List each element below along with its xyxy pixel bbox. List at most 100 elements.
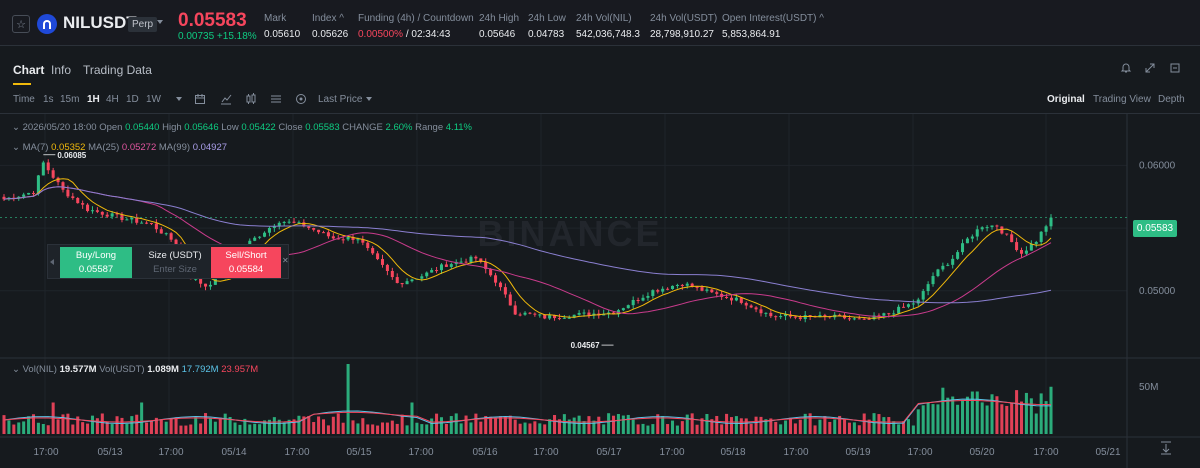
candle-body xyxy=(115,213,119,215)
volume-bar xyxy=(1019,401,1024,434)
candle-body xyxy=(931,276,935,285)
layout-icon[interactable] xyxy=(269,93,283,105)
interval-4h[interactable]: 4H xyxy=(106,94,119,105)
ticker-bar: ☆ NILUSDT Perp 0.05583 0.00735 +15.18% M… xyxy=(0,0,1200,46)
candle-body xyxy=(572,314,576,318)
candle-body xyxy=(169,233,173,240)
volume-bar xyxy=(282,422,286,434)
interval-15m[interactable]: 15m xyxy=(60,94,80,105)
candle-body xyxy=(1024,250,1028,254)
volume-bar xyxy=(81,422,85,434)
bell-icon[interactable] xyxy=(1119,62,1133,76)
volume-bar xyxy=(562,414,566,434)
candle-body xyxy=(51,170,55,178)
volume-bar xyxy=(666,424,670,434)
chevron-down-icon[interactable] xyxy=(157,20,163,24)
price-type-select[interactable]: Last Price xyxy=(318,94,373,105)
sell-short-button[interactable]: Sell/Short 0.05584 xyxy=(211,247,281,278)
interval-1h[interactable]: 1H xyxy=(87,94,100,105)
size-input[interactable]: Size (USDT) Enter Size xyxy=(148,250,202,275)
candle-body xyxy=(76,198,80,204)
volume-bar xyxy=(528,423,532,434)
volume-bar xyxy=(906,419,910,434)
view-original[interactable]: Original xyxy=(1047,94,1085,105)
stat-mark: Mark 0.05610 xyxy=(264,13,301,40)
candle-body xyxy=(553,315,557,319)
candle-style-icon[interactable] xyxy=(244,93,258,105)
volume-bar xyxy=(1000,404,1004,434)
candle-body xyxy=(661,288,665,292)
volume-bar xyxy=(272,417,276,434)
interval-1w[interactable]: 1W xyxy=(146,94,161,105)
volume-bar xyxy=(670,420,675,434)
close-icon[interactable]: ✕ xyxy=(282,256,289,265)
tab-trading-data[interactable]: Trading Data xyxy=(83,63,152,77)
scroll-to-end-icon[interactable] xyxy=(1161,441,1171,455)
volume-bar xyxy=(749,423,753,434)
volume-bar xyxy=(754,416,758,434)
symbol-name[interactable]: NILUSDT xyxy=(63,13,137,32)
volume-bar xyxy=(366,424,370,434)
candle-body xyxy=(518,314,522,316)
more-icon[interactable] xyxy=(1168,62,1182,76)
candle-body xyxy=(847,318,851,320)
chart-area[interactable]: BINANCE 0.060000.055000.0500050M17:0005/… xyxy=(0,114,1200,468)
volume-bar xyxy=(867,419,871,434)
candle-body xyxy=(631,299,635,306)
volume-bar xyxy=(543,424,547,434)
candle-body xyxy=(857,318,861,320)
volume-bar xyxy=(100,413,104,434)
volume-bar xyxy=(415,422,419,434)
indicator-icon[interactable] xyxy=(219,93,233,105)
candle-body xyxy=(990,225,994,228)
candle-body xyxy=(366,242,370,249)
candle-body xyxy=(253,237,257,241)
star-icon[interactable]: ☆ xyxy=(12,15,30,33)
ma7-line xyxy=(3,178,1052,319)
buy-long-button[interactable]: Buy/Long 0.05587 xyxy=(60,247,132,278)
drag-handle-icon[interactable] xyxy=(50,259,54,265)
tab-info[interactable]: Info xyxy=(51,63,72,77)
stat-funding: Funding (4h) / Countdown 0.00500% / 02:34… xyxy=(358,13,474,40)
volume-bar xyxy=(774,421,778,434)
stat-24h-vol-nil: 24h Vol(NIL) 542,036,748.3 xyxy=(576,13,640,40)
candle-body xyxy=(1005,233,1009,235)
candle-body xyxy=(582,312,586,314)
candle-body xyxy=(877,315,881,317)
volume-bar xyxy=(548,419,552,434)
volume-bar xyxy=(46,425,50,434)
volume-bar xyxy=(376,425,380,434)
settings-icon[interactable] xyxy=(294,93,308,105)
volume-bar xyxy=(882,417,886,434)
candle-body xyxy=(936,269,940,277)
calendar-icon[interactable] xyxy=(193,93,207,105)
interval-1s[interactable]: 1s xyxy=(43,94,54,105)
view-trading-view[interactable]: Trading View xyxy=(1093,94,1151,105)
interval-1d[interactable]: 1D xyxy=(126,94,139,105)
x-axis-label: 17:00 xyxy=(533,447,558,458)
volume-bar xyxy=(695,424,699,434)
candle-body xyxy=(503,287,507,295)
more-intervals-chevron-icon[interactable] xyxy=(170,93,184,105)
stat-index[interactable]: Index ^ 0.05626 xyxy=(312,13,349,40)
volume-bar xyxy=(1034,413,1038,434)
volume-bar xyxy=(213,421,217,434)
volume-bar xyxy=(105,421,109,434)
chevron-down-icon: ⌄ xyxy=(12,142,23,153)
volume-bar xyxy=(597,416,601,434)
volume-bar xyxy=(759,416,763,434)
volume-bar xyxy=(793,423,797,434)
candle-body xyxy=(22,194,26,197)
volume-bars xyxy=(2,364,1053,434)
volume-bar xyxy=(980,402,984,434)
stat-open-interest[interactable]: Open Interest(USDT) ^ 5,853,864.91 xyxy=(722,13,824,40)
tab-chart[interactable]: Chart xyxy=(13,63,45,77)
expand-icon[interactable] xyxy=(1143,62,1157,76)
volume-bar xyxy=(243,418,247,434)
volume-bar xyxy=(788,417,792,434)
view-depth[interactable]: Depth xyxy=(1158,94,1185,105)
candlestick-chart[interactable]: BINANCE 0.060000.055000.0500050M17:0005/… xyxy=(0,114,1200,468)
candle-body xyxy=(1010,234,1014,243)
volume-bar xyxy=(592,420,596,434)
volume-bar xyxy=(961,400,965,434)
